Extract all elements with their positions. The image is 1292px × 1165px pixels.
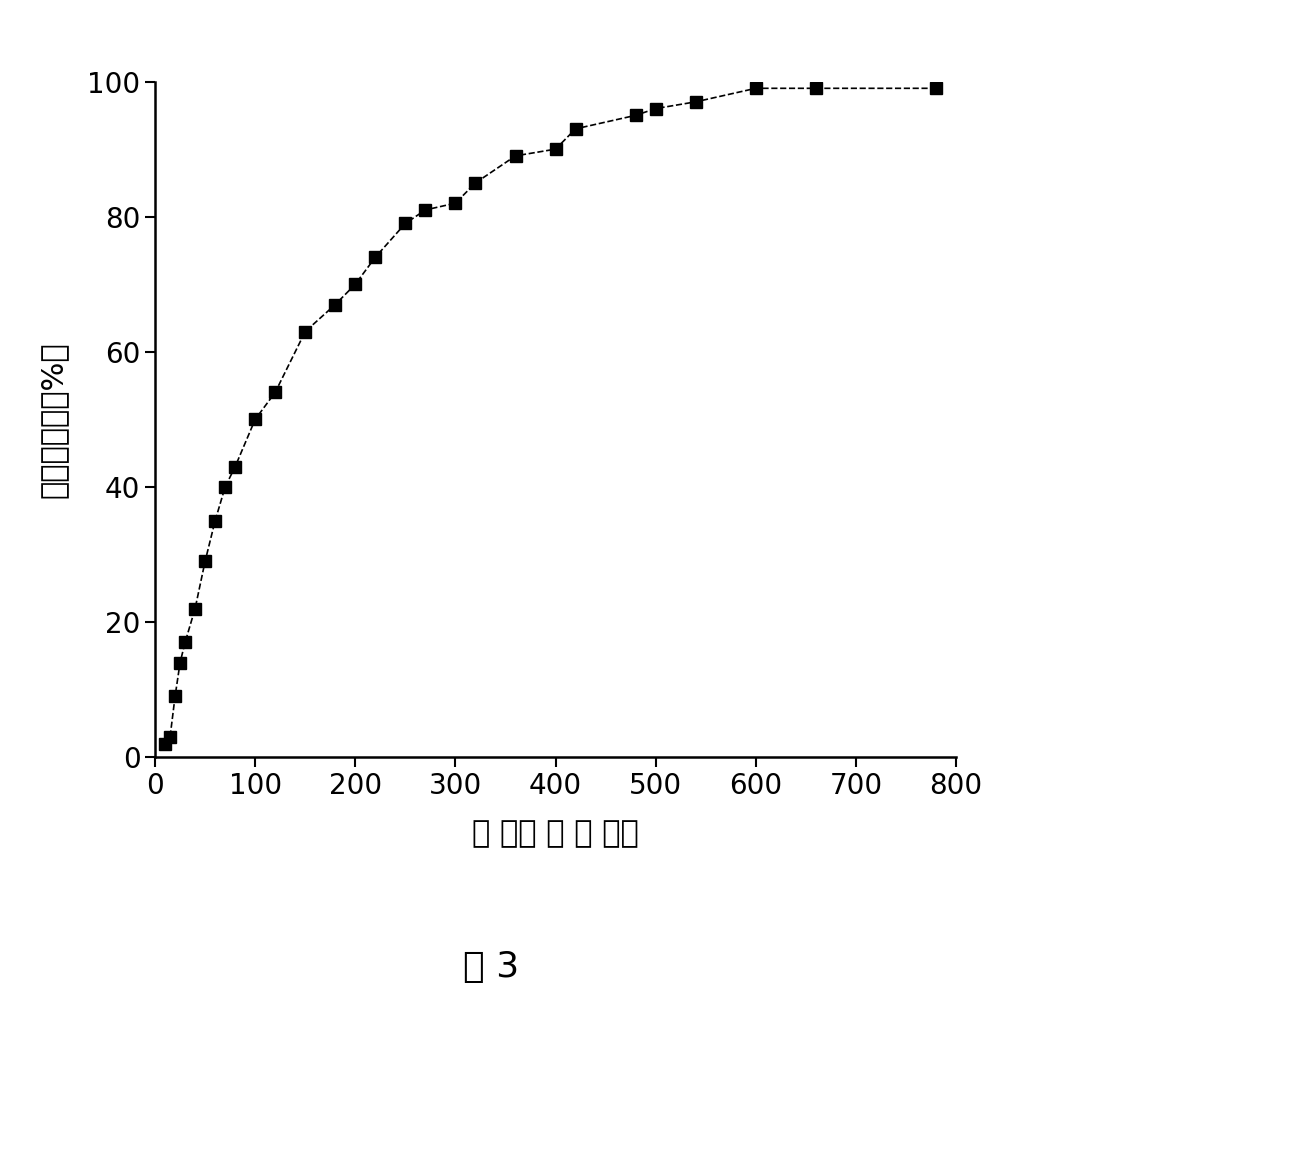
Y-axis label: 累积释放量（%）: 累积释放量（%） <box>39 341 68 497</box>
X-axis label: 时 间： （ 分 钟）: 时 间： （ 分 钟） <box>472 819 640 848</box>
Text: 图 3: 图 3 <box>463 949 519 984</box>
